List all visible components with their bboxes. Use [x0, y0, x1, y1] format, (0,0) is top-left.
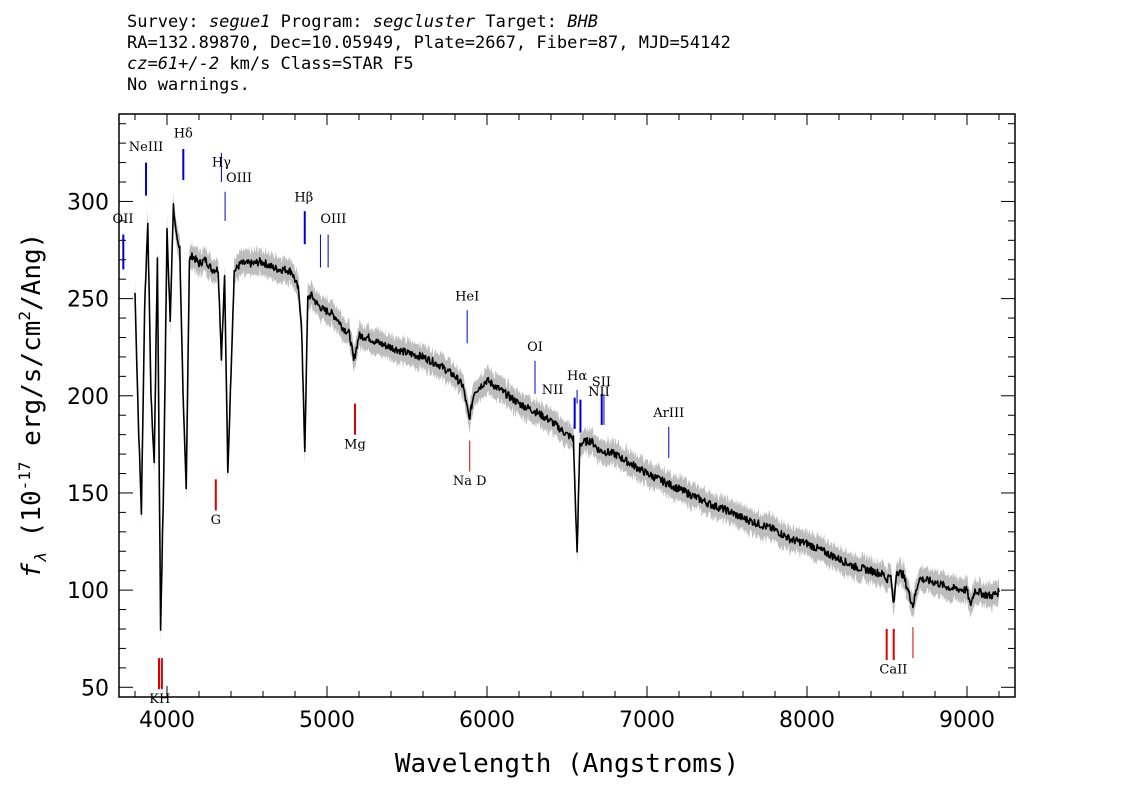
spectrum-line: [134, 202, 1000, 631]
marker-label: OIII: [226, 171, 252, 186]
marker-label: Na D: [453, 474, 487, 489]
marker-label: Hδ: [174, 126, 193, 141]
y-tick-label: 150: [67, 482, 109, 507]
marker-label: Hβ: [294, 190, 313, 205]
header-line-2: RA=132.89870, Dec=10.05949, Plate=2667, …: [127, 33, 731, 53]
header-line-3: cz=61+/-2 km/s Class=STAR F5: [127, 54, 414, 74]
marker-label: G: [211, 513, 221, 528]
marker-label: HeI: [455, 290, 479, 305]
y-tick-label: 100: [67, 579, 109, 604]
x-axis-title: Wavelength (Angstroms): [395, 749, 739, 779]
header-warnings: No warnings.: [127, 75, 250, 95]
y-tick-label: 50: [81, 676, 109, 701]
error-band: [135, 191, 999, 644]
marker-label: OIII: [320, 212, 346, 227]
marker-label: Hγ: [212, 155, 231, 170]
x-tick-label: 4000: [139, 708, 195, 733]
header-line-1: Survey: segue1 Program: segcluster Targe…: [127, 12, 598, 32]
marker-label: OI: [527, 340, 543, 355]
marker-label: CaII: [879, 663, 907, 678]
x-tick-label: 6000: [459, 708, 515, 733]
x-tick-label: 8000: [779, 708, 835, 733]
spectrum-header: Survey: segue1 Program: segcluster Targe…: [127, 12, 731, 96]
marker-label: NII: [542, 383, 564, 398]
marker-label: Mg: [344, 437, 366, 452]
marker-label: SII: [592, 375, 611, 390]
marker-label: NeIII: [129, 140, 163, 155]
x-tick-label: 7000: [619, 708, 675, 733]
x-tick-label: 9000: [939, 708, 995, 733]
error-band-layer: [135, 191, 999, 644]
x-tick-label: 5000: [299, 708, 355, 733]
survey-value: segue1: [208, 12, 271, 32]
plot-frame: [118, 113, 1016, 698]
program-value: segcluster: [372, 12, 476, 32]
marker-label: KH: [149, 692, 170, 707]
y-tick-label: 250: [67, 288, 109, 313]
target-value: BHB: [567, 12, 598, 32]
marker-label: ArIII: [652, 406, 684, 421]
marker-label: NII: [588, 385, 610, 400]
spectrum-line-layer: [134, 202, 1000, 631]
marker-label: OII: [113, 212, 134, 227]
marker-label: Hα: [567, 369, 587, 384]
redshift-value: cz=61+/-2: [127, 54, 220, 74]
axes: 4000 5000 6000 7000 8000 9000 50 100 150 200 250 30…: [67, 113, 1016, 733]
y-axis-title: fλ (10-17 erg/s/cm2/Ang): [15, 233, 50, 579]
y-tick-label: 200: [67, 385, 109, 410]
y-tick-label: 300: [67, 190, 109, 215]
